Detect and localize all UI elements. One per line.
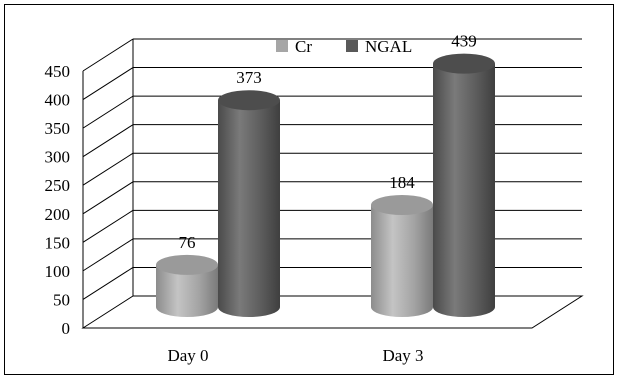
- legend-entry: Cr: [295, 37, 312, 56]
- legend: Cr NGAL: [276, 37, 412, 56]
- gridline-side: [82, 95, 134, 129]
- bar-ngal-day-0: [218, 90, 280, 317]
- gridlines: [82, 38, 582, 300]
- cylinder-top: [371, 194, 433, 215]
- gridline-side: [82, 267, 134, 300]
- y-tick-label: 100: [45, 262, 71, 281]
- x-category-label: Day 0: [167, 346, 208, 365]
- gridline-side: [82, 181, 134, 215]
- legend-entry: NGAL: [365, 37, 412, 56]
- legend-swatch: [276, 40, 288, 52]
- gridline-side: [82, 152, 134, 186]
- cylinder-body: [156, 264, 218, 317]
- y-tick-label: 450: [45, 62, 71, 81]
- cylinder-top: [218, 90, 280, 111]
- y-tick-label: 300: [45, 148, 71, 167]
- data-label: 373: [236, 68, 262, 87]
- bars: 76 373 184 439: [156, 32, 495, 317]
- cylinder-top: [156, 254, 218, 275]
- gridline-side: [82, 238, 134, 272]
- floor-outline: [81, 295, 584, 329]
- bar-cr-day-0: [156, 254, 218, 317]
- y-tick-label: 200: [45, 205, 71, 224]
- bar-cr-day-3: [371, 194, 433, 317]
- y-tick-label: 150: [45, 233, 71, 252]
- y-tick-label: 250: [45, 176, 71, 195]
- data-label: 439: [451, 32, 477, 51]
- chart-walls: [81, 39, 584, 329]
- x-category-label: Day 3: [382, 346, 423, 365]
- legend-swatch: [346, 40, 358, 52]
- cylinder-body: [218, 100, 280, 317]
- y-tick-label: 50: [53, 290, 70, 309]
- x-axis-categories: Day 0 Day 3: [167, 346, 423, 365]
- data-label: 76: [179, 233, 196, 252]
- y-axis-ticks: 0 50 100 150 200 250 300 350 400 450: [45, 62, 71, 338]
- data-label: 184: [389, 173, 415, 192]
- cylinder-body: [433, 63, 495, 317]
- cylinder-body: [371, 204, 433, 317]
- y-tick-label: 400: [45, 91, 71, 110]
- bar-ngal-day-3: [433, 53, 495, 317]
- gridline-side: [82, 38, 134, 72]
- gridline-side: [82, 67, 134, 100]
- cylinder-top: [433, 53, 495, 74]
- y-tick-label: 0: [62, 319, 71, 338]
- gridline-side: [82, 124, 134, 158]
- y-tick-label: 350: [45, 119, 71, 138]
- gridline-side: [82, 209, 134, 243]
